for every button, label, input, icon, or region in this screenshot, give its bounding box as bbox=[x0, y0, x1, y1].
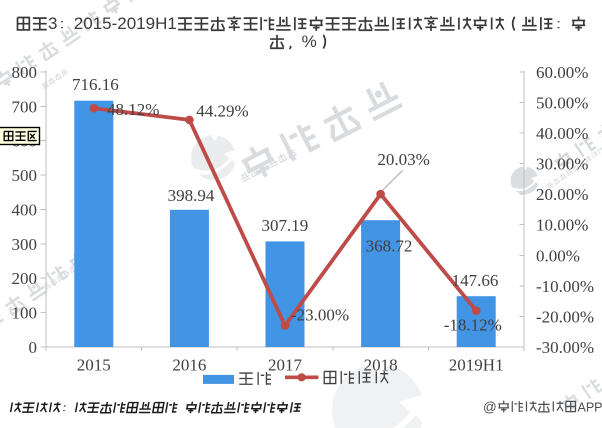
svg-text:0.00%: 0.00% bbox=[536, 246, 580, 265]
svg-text:2015-2019H1: 2015-2019H1 bbox=[74, 14, 177, 33]
svg-text:40.00%: 40.00% bbox=[536, 124, 588, 143]
svg-text:-20.00%: -20.00% bbox=[536, 307, 594, 326]
svg-text:700: 700 bbox=[12, 97, 38, 116]
svg-text:500: 500 bbox=[12, 166, 38, 185]
svg-text:100: 100 bbox=[12, 304, 38, 323]
svg-text:10.00%: 10.00% bbox=[536, 216, 588, 235]
svg-text:2017: 2017 bbox=[268, 356, 303, 375]
svg-text:2015: 2015 bbox=[77, 356, 111, 375]
svg-text:APP: APP bbox=[578, 401, 602, 415]
svg-text:147.66: 147.66 bbox=[452, 271, 499, 290]
svg-text:2019H1: 2019H1 bbox=[449, 356, 504, 375]
svg-text:50.00%: 50.00% bbox=[536, 94, 588, 113]
svg-text:2016: 2016 bbox=[172, 356, 206, 375]
svg-text:716.16: 716.16 bbox=[72, 75, 119, 94]
svg-text:307.19: 307.19 bbox=[262, 216, 309, 235]
svg-text:@: @ bbox=[483, 400, 497, 415]
svg-text:2018: 2018 bbox=[364, 356, 398, 375]
svg-text:48.12%: 48.12% bbox=[107, 100, 159, 119]
svg-text:300: 300 bbox=[12, 235, 38, 254]
svg-text:200: 200 bbox=[12, 269, 38, 288]
svg-text:398.94: 398.94 bbox=[168, 186, 215, 205]
svg-text:30.00%: 30.00% bbox=[536, 155, 588, 174]
svg-text:368.72: 368.72 bbox=[366, 237, 413, 256]
svg-text:60.00%: 60.00% bbox=[536, 63, 588, 82]
svg-text:20.00%: 20.00% bbox=[536, 185, 588, 204]
svg-text:-30.00%: -30.00% bbox=[536, 338, 594, 357]
svg-text:-18.12%: -18.12% bbox=[444, 316, 502, 335]
svg-text:44.29%: 44.29% bbox=[196, 101, 248, 120]
svg-text:400: 400 bbox=[12, 200, 38, 219]
svg-text:800: 800 bbox=[12, 63, 38, 82]
svg-text:-10.00%: -10.00% bbox=[536, 277, 594, 296]
svg-text:20.03%: 20.03% bbox=[377, 150, 429, 169]
svg-text:%: % bbox=[302, 32, 317, 51]
svg-text:0: 0 bbox=[29, 338, 38, 357]
svg-text:3: 3 bbox=[48, 14, 57, 33]
svg-text:-23.00%: -23.00% bbox=[291, 306, 349, 325]
